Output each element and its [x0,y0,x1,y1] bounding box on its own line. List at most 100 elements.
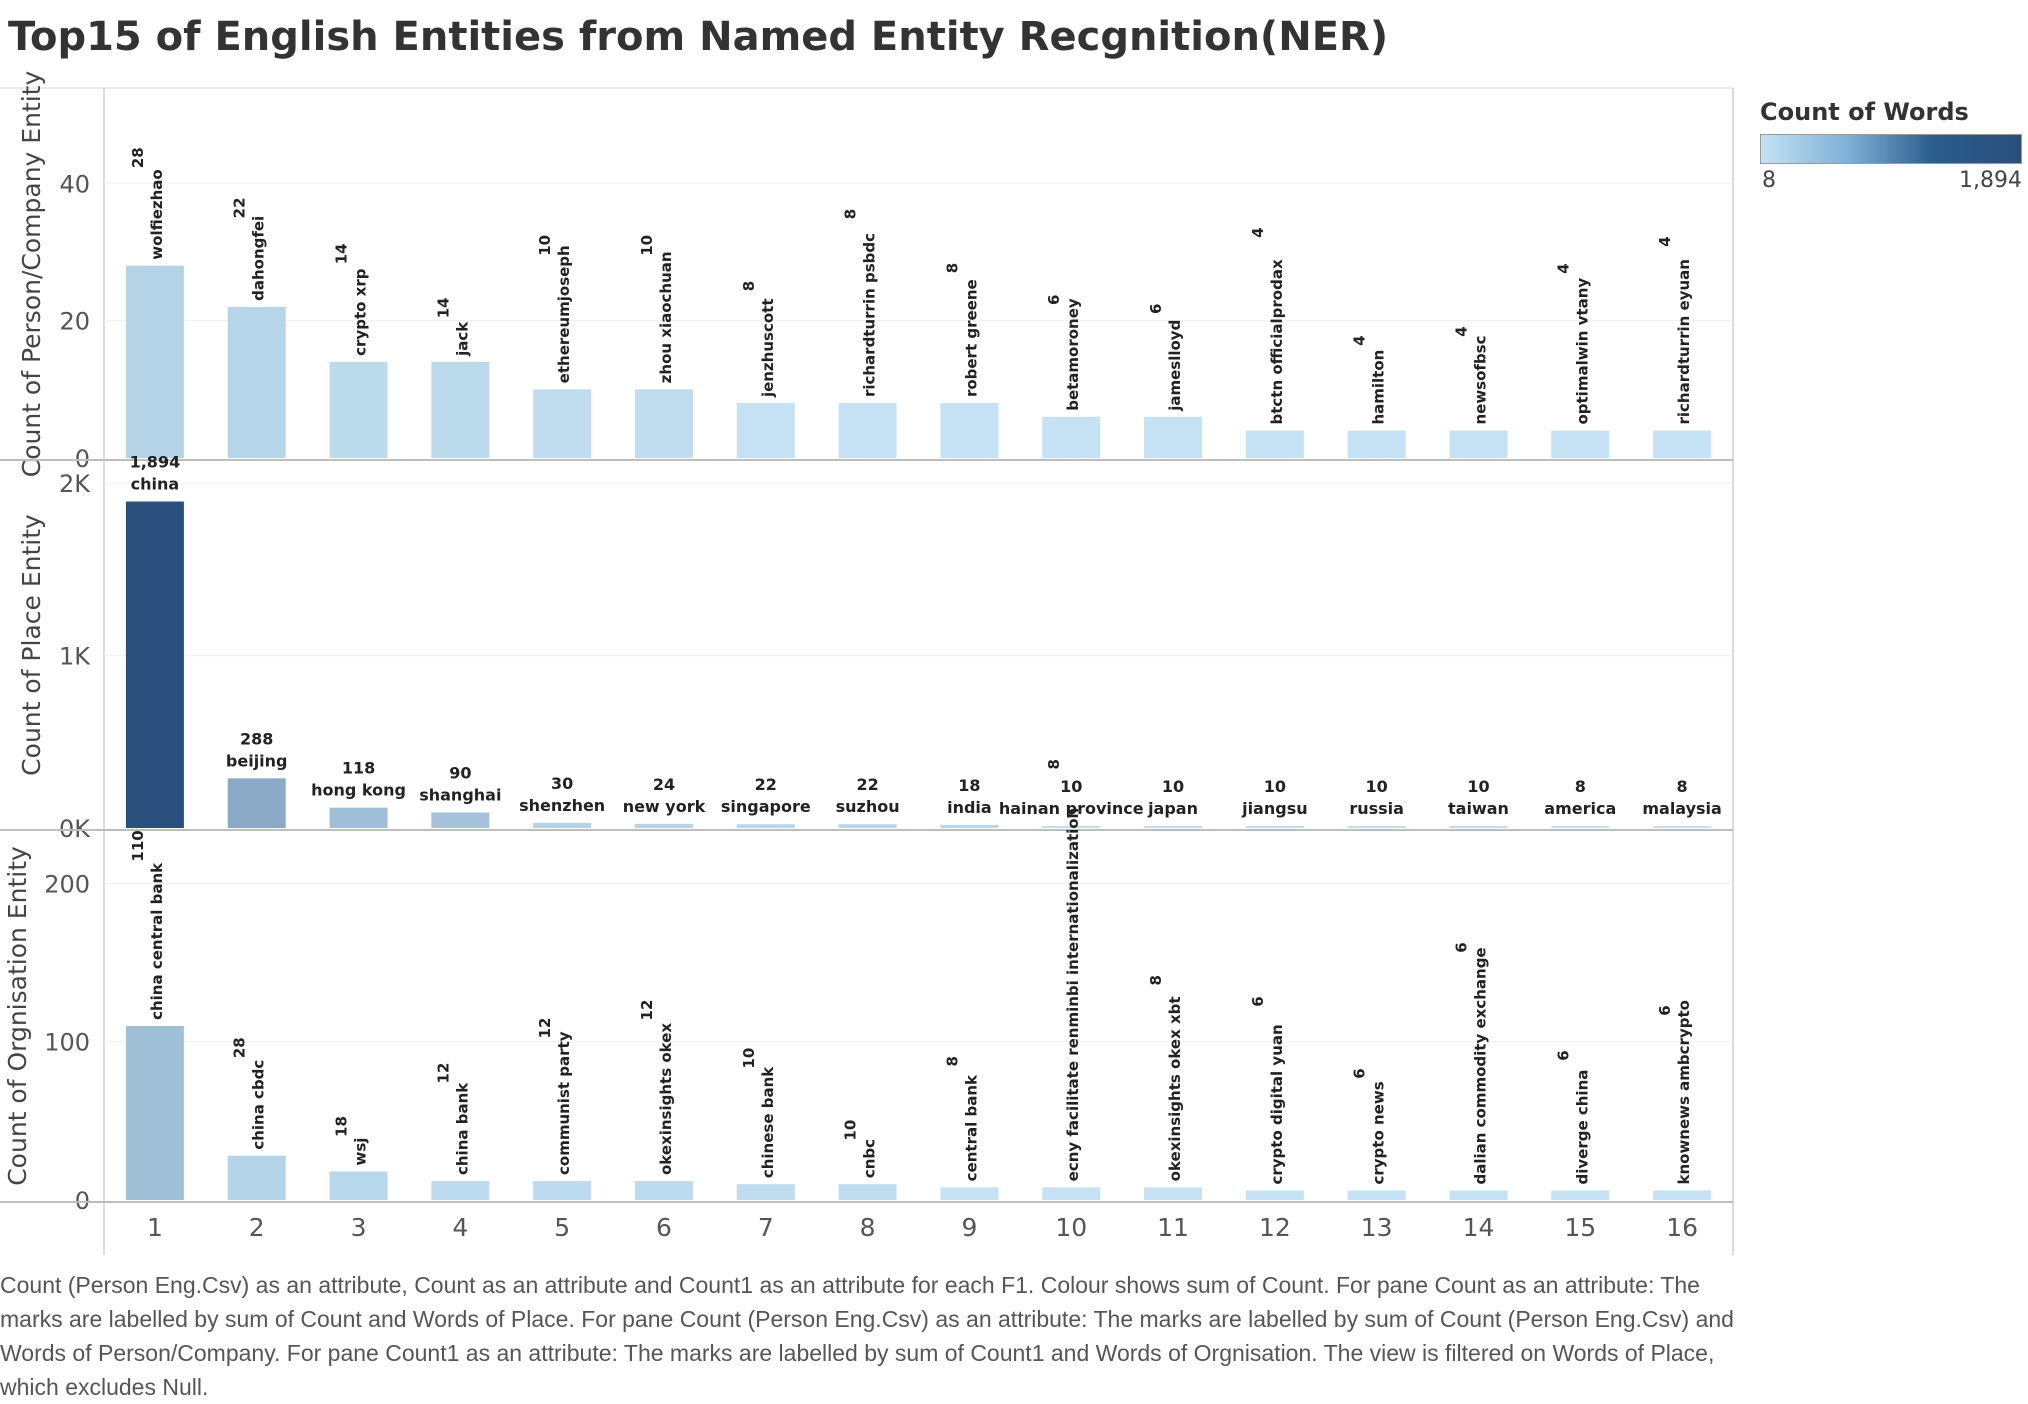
data-label-word: china bank [453,1082,471,1175]
x-tick-label: 1 [147,1213,163,1242]
bar [1042,416,1101,458]
data-label-word: new york [623,797,706,816]
data-label-word: china central bank [148,862,166,1020]
data-label-value: 6 [1656,1005,1674,1015]
data-label-word: hamilton [1370,350,1388,425]
bar [1144,826,1203,828]
legend-labels: 8 1,894 [1760,168,2022,198]
data-label-value: 4 [1351,335,1369,345]
data-label-word: ecny facilitate renminbi internationaliz… [1064,808,1082,1182]
data-label-value: 6 [1351,1068,1369,1078]
bar [1449,430,1508,458]
data-label-word: betamoroney [1064,298,1082,411]
bar [1551,1190,1610,1200]
data-label-value: 10 [638,235,656,256]
bar [1144,416,1203,458]
data-label-word: okexinsights okex xbt [1166,996,1184,1181]
x-tick-label: 15 [1564,1213,1596,1242]
data-label-value: 10 [536,235,554,256]
data-label-word: hainan province [999,799,1144,818]
x-tick-label: 13 [1361,1213,1393,1242]
bar [1653,430,1712,458]
data-label-value: 6 [1554,1050,1572,1060]
y-tick-label: 100 [44,1029,90,1057]
bar [736,824,795,828]
legend-title: Count of Words [1760,98,1969,126]
data-label-value: 6 [1147,304,1165,314]
bar [634,1181,693,1200]
data-label-value: 288 [240,729,273,748]
data-label-word: dahongfei [250,216,268,301]
data-label-value: 12 [536,1018,554,1039]
data-label-value: 28 [231,1037,249,1058]
data-label-value: 8 [1575,777,1586,796]
data-label-word: suzhou [836,797,900,816]
x-tick-label: 3 [351,1213,367,1242]
x-tick-label: 16 [1666,1213,1698,1242]
bar [431,361,490,458]
data-label-value: 22 [231,197,249,218]
data-label-value: 24 [653,775,675,794]
data-label-word: zhou xiaochuan [657,251,675,383]
data-label-value: 18 [958,776,980,795]
chart-area: 02040Count of Person/Company Entitywolfi… [0,71,1734,1255]
data-label-value: 10 [1366,777,1388,796]
data-label-word: japan [1147,799,1198,818]
data-label: crypto digital yuan 6 [1249,996,1286,1184]
bar [736,1184,795,1200]
bar [1347,826,1406,828]
data-label-word: robert greene [962,279,980,397]
bar [1653,826,1712,828]
data-label-word: knownews ambcrypto [1675,1000,1693,1184]
data-label-value: 22 [755,775,777,794]
bar [940,824,999,828]
data-label: richardturrin eyuan 4 [1656,236,1693,424]
bar [125,501,184,828]
data-label-word: cnbc [861,1139,879,1178]
data-label-value: 6 [1045,295,1063,305]
data-label-word: central bank [962,1074,980,1181]
bar [329,361,388,458]
bar [1449,826,1508,828]
data-label-word: richardturrin psbdc [861,233,879,397]
data-label-word: wolfiezhao [148,169,166,259]
data-label-value: 30 [551,774,573,793]
data-label-word: america [1544,799,1616,818]
bar [533,389,592,458]
data-label-word: crypto xrp [352,268,370,356]
bar [838,403,897,458]
y-tick-label: 40 [59,170,90,198]
bar [1245,1190,1304,1200]
data-label-value: 28 [129,147,147,168]
data-label-value: 4 [1452,326,1470,336]
y-tick-label: 200 [44,870,90,898]
bar [940,1187,999,1200]
data-label-word: beijing [226,751,288,770]
data-label-value: 10 [740,1048,758,1069]
x-tick-label: 7 [758,1213,774,1242]
x-tick-label: 10 [1055,1213,1087,1242]
x-tick-label: 12 [1259,1213,1291,1242]
bar [634,823,693,828]
bar [736,403,795,458]
data-label-value: 14 [333,243,351,264]
data-label-value: 8 [943,1056,961,1066]
x-tick-label: 2 [249,1213,265,1242]
data-label-word: china cbdc [250,1060,268,1150]
data-label-word: malaysia [1642,799,1722,818]
bar [1653,1190,1712,1200]
legend-gradient-bar [1760,134,2022,164]
